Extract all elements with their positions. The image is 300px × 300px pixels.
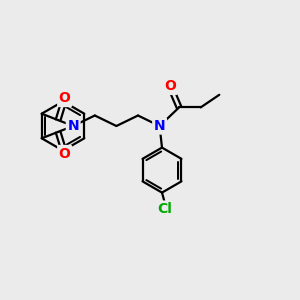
Text: O: O (59, 92, 70, 106)
Text: N: N (68, 119, 79, 133)
Text: N: N (154, 119, 165, 133)
Text: Cl: Cl (158, 202, 172, 216)
Text: O: O (59, 146, 70, 161)
Text: O: O (164, 80, 176, 93)
